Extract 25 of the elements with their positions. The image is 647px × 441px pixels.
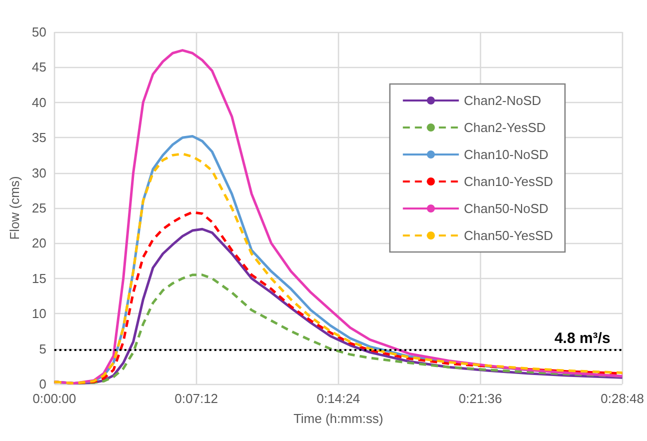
y-tick-label: 25 (32, 200, 46, 216)
y-tick-label: 15 (32, 270, 46, 286)
legend-label: Chan50-YesSD (464, 228, 554, 243)
y-tick-label: 5 (39, 341, 46, 356)
y-tick-label: 10 (32, 306, 46, 322)
y-tick-label: 20 (32, 236, 46, 251)
x-tick-label: 0:21:36 (458, 391, 502, 406)
y-tick-label: 0 (39, 376, 46, 392)
legend-label: Chan10-NoSD (464, 147, 548, 162)
legend-label: Chan10-YesSD (464, 174, 554, 189)
y-tick-label: 35 (32, 130, 46, 146)
x-tick-label: 0:00:00 (32, 391, 76, 406)
x-tick-label: 0:28:48 (600, 391, 644, 406)
y-tick-label: 45 (32, 60, 46, 75)
y-axis-title: Flow (cms) (7, 176, 22, 240)
x-tick-label: 0:07:12 (174, 391, 218, 406)
ref-line-label: 4.8 m³/s (554, 330, 610, 348)
legend-label: Chan50-NoSD (464, 201, 548, 216)
legend-label: Chan2-YesSD (464, 120, 546, 135)
legend-label: Chan2-NoSD (464, 93, 542, 108)
y-tick-label: 30 (32, 165, 46, 180)
x-axis-title: Time (h:mm:ss) (293, 411, 384, 426)
y-tick-label: 40 (32, 94, 46, 110)
y-tick-label: 50 (32, 24, 46, 40)
x-tick-label: 0:14:24 (316, 391, 360, 406)
